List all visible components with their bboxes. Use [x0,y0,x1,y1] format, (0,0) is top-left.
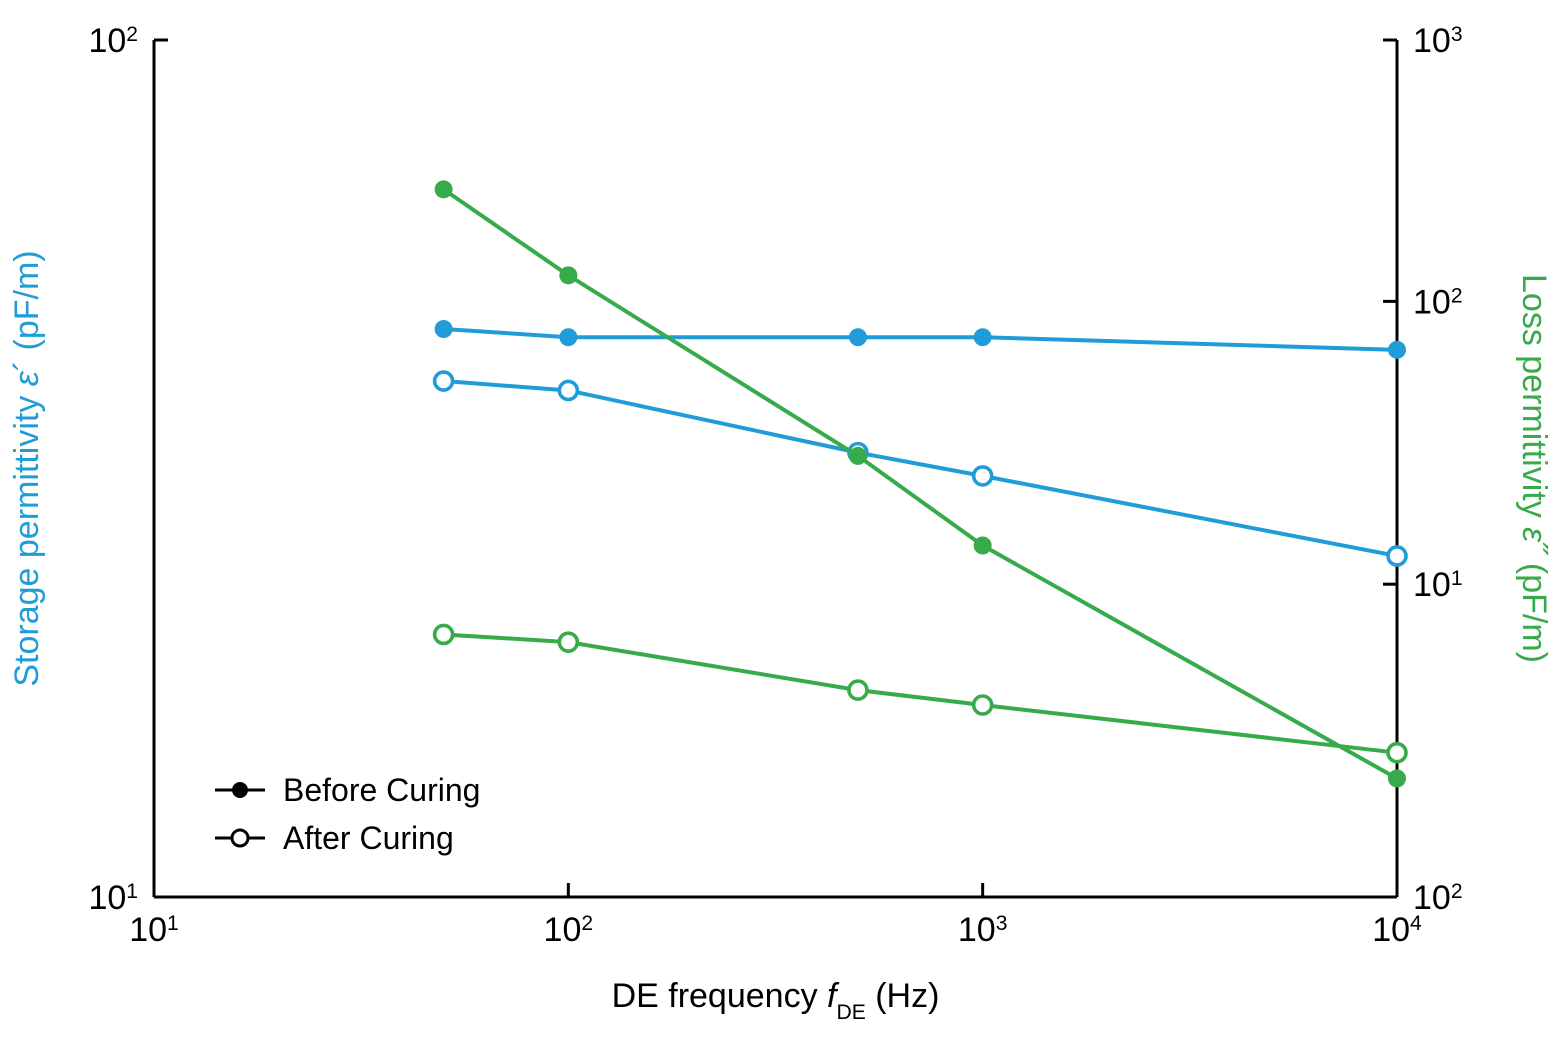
y-right-label-group: Loss permittivity ε˝ (pF/m) [1515,274,1553,663]
permittivity-chart: 101102103104DE frequency fDE (Hz)101102S… [0,0,1553,1041]
series-marker-loss-before [974,537,992,555]
chart-svg: 101102103104DE frequency fDE (Hz)101102S… [0,0,1553,1041]
y-right-tick-label: 102 [1413,879,1463,917]
y-right-axis-label: Loss permittivity ε˝ (pF/m) [1515,274,1553,663]
series-marker-loss-after [849,681,867,699]
series-marker-loss-before [1388,769,1406,787]
series-marker-storage-after [435,372,453,390]
y-left-tick-label: 102 [88,22,138,60]
series-marker-loss-before [849,447,867,465]
series-line-storage-after [444,381,1397,556]
y-right-tick-label: 103 [1413,22,1463,60]
series-marker-storage-after [974,467,992,485]
series-marker-loss-before [559,266,577,284]
legend-marker-open [232,830,248,846]
legend-label: Before Curing [283,772,480,808]
x-tick-label: 101 [129,911,179,949]
series-marker-storage-before [559,328,577,346]
series-marker-storage-after [559,381,577,399]
x-axis-label: DE frequency fDE (Hz) [612,977,940,1024]
legend-marker-filled [232,782,248,798]
series-marker-storage-before [974,328,992,346]
series-line-loss-before [444,189,1397,778]
y-left-label-group: Storage permittivity ε´ (pF/m) [8,250,46,686]
series-marker-storage-before [849,328,867,346]
series-marker-storage-before [1388,341,1406,359]
y-left-axis-label: Storage permittivity ε´ (pF/m) [8,250,46,686]
legend-label: After Curing [283,820,454,856]
series-marker-loss-before [435,180,453,198]
series-marker-loss-after [1388,744,1406,762]
y-right-tick-label: 102 [1413,283,1463,321]
x-tick-label: 102 [544,911,594,949]
series-line-loss-after [444,634,1397,752]
series-marker-storage-before [435,320,453,338]
y-right-tick-label: 101 [1413,566,1463,604]
series-marker-loss-after [435,625,453,643]
series-marker-loss-after [559,633,577,651]
series-marker-storage-after [1388,547,1406,565]
x-tick-label: 103 [958,911,1008,949]
series-line-storage-before [444,329,1397,350]
series-marker-loss-after [974,696,992,714]
